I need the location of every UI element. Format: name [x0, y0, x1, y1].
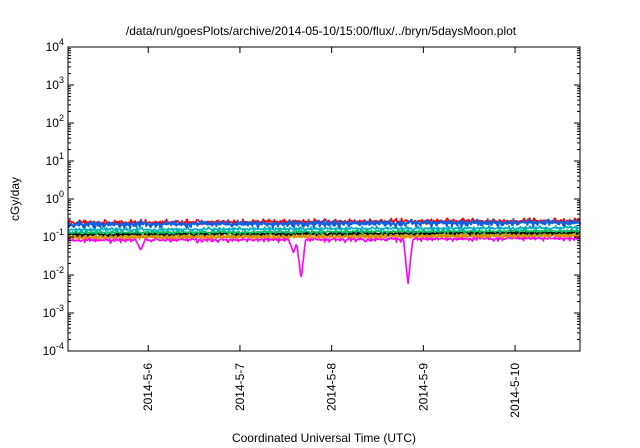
x-tick-label: 2014-5-7 — [233, 363, 247, 411]
y-tick-label: 102 — [46, 113, 64, 130]
chart-title: /data/run/goesPlots/archive/2014-05-10/1… — [126, 24, 517, 38]
y-tick-label: 103 — [46, 75, 64, 92]
plot-area-frame — [67, 46, 581, 352]
series-line — [67, 218, 582, 230]
y-axis: 10-4 10-3 10-2 10-1 100 101 102 103 104 — [43, 37, 580, 358]
x-tick-label: 2014-5-6 — [141, 363, 155, 411]
y-tick-label: 10-2 — [43, 265, 64, 282]
y-tick-label: 101 — [46, 151, 64, 168]
y-tick-label: 100 — [46, 189, 64, 206]
series-layer — [67, 217, 582, 285]
x-axis: 2014-5-6 2014-5-7 2014-5-8 2014-5-9 2014-5-1… — [141, 47, 522, 418]
y-tick-label: 104 — [46, 37, 64, 54]
x-axis-label: Coordinated Universal Time (UTC) — [232, 431, 416, 445]
series-line — [67, 224, 581, 233]
x-tick-label: 2014-5-8 — [325, 363, 339, 411]
y-axis-label: cGy/day — [8, 177, 22, 221]
series-line — [67, 235, 581, 285]
x-tick-label: 2014-5-10 — [508, 363, 522, 418]
x-tick-label: 2014-5-9 — [416, 363, 430, 411]
y-tick-label: 10-3 — [43, 303, 64, 320]
series-line — [67, 228, 581, 236]
series-line — [67, 231, 581, 239]
y-tick-label: 10-1 — [43, 227, 64, 244]
series-line — [67, 233, 581, 241]
y-tick-label: 10-4 — [43, 341, 64, 358]
